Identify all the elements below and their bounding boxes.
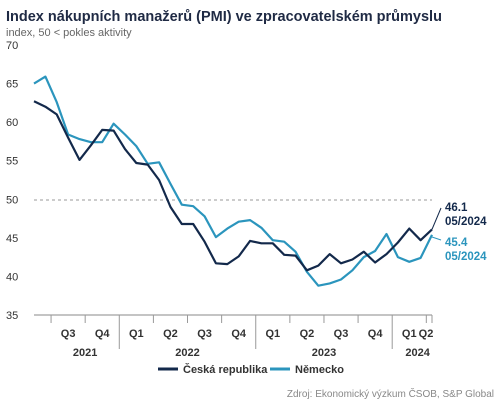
- x-year-label: 2022: [175, 347, 199, 359]
- annotation-germany-date: 05/2024: [445, 251, 487, 263]
- y-tick-label: 50: [6, 194, 18, 206]
- x-quarter-label: Q1: [129, 328, 144, 340]
- x-year-label: 2021: [73, 347, 97, 359]
- x-quarter-label: Q4: [95, 328, 111, 340]
- annotation-czech-value: 46.1: [445, 202, 468, 214]
- annotation-czech-leader: [431, 207, 442, 230]
- y-tick-label: 55: [6, 156, 18, 168]
- x-quarter-label: Q2: [300, 328, 315, 340]
- y-tick-label: 45: [6, 233, 18, 245]
- x-quarter-label: Q1: [402, 328, 417, 340]
- source-note: Zdroj: Ekonomický výzkum ČSOB, S&P Globa…: [287, 387, 494, 400]
- x-quarter-label: Q3: [197, 328, 212, 340]
- x-quarter-label: Q2: [419, 328, 434, 340]
- x-quarter-label: Q3: [334, 328, 349, 340]
- x-quarter-label: Q4: [231, 328, 247, 340]
- x-quarter-label: Q3: [61, 328, 76, 340]
- y-tick-label: 40: [6, 271, 18, 283]
- y-tick-label: 35: [6, 310, 18, 322]
- annotation-germany: 45.4 05/2024: [431, 236, 487, 263]
- annotation-czech-date: 05/2024: [445, 216, 487, 228]
- x-year-label: 2023: [312, 347, 336, 359]
- series-lines: [33, 75, 433, 287]
- y-tick-label: 60: [6, 117, 18, 129]
- y-tick-label: 65: [6, 79, 18, 91]
- chart-title: Index nákupních manažerů (PMI) ve zpraco…: [6, 9, 442, 25]
- series-line-germany: [33, 75, 433, 287]
- annotation-germany-value: 45.4: [445, 237, 468, 249]
- x-quarter-label: Q4: [368, 328, 384, 340]
- legend-label-germany: Německo: [295, 364, 344, 376]
- annotation-germany-leader: [431, 236, 442, 241]
- x-quarter-label: Q2: [163, 328, 178, 340]
- x-quarter-label: Q1: [265, 328, 280, 340]
- y-axis-ticks: 35 40 45 50 55 60 65 70: [6, 40, 18, 322]
- legend: Česká republika Německo: [158, 363, 344, 376]
- annotation-czech: 46.1 05/2024: [431, 202, 487, 230]
- y-tick-label: 70: [6, 40, 18, 52]
- chart-subtitle: index, 50 < pokles aktivity: [6, 27, 132, 39]
- x-year-label: 2024: [405, 347, 430, 359]
- legend-label-czech: Česká republika: [183, 363, 268, 376]
- series-line-czech: [33, 100, 433, 272]
